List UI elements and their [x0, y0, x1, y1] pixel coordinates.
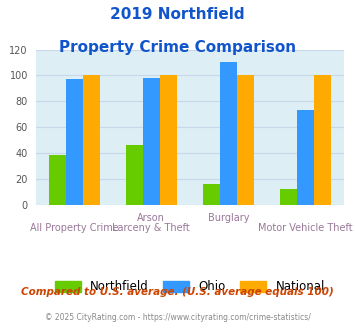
Bar — [314, 75, 331, 205]
Text: Arson: Arson — [137, 213, 165, 223]
Bar — [220, 62, 237, 205]
Text: All Property Crime: All Property Crime — [30, 223, 119, 233]
Text: 2019 Northfield: 2019 Northfield — [110, 7, 245, 21]
Bar — [126, 145, 143, 205]
Bar — [160, 75, 177, 205]
Bar — [66, 79, 83, 205]
Text: Compared to U.S. average. (U.S. average equals 100): Compared to U.S. average. (U.S. average … — [21, 287, 334, 297]
Text: © 2025 CityRating.com - https://www.cityrating.com/crime-statistics/: © 2025 CityRating.com - https://www.city… — [45, 313, 310, 322]
Bar — [203, 184, 220, 205]
Text: Larceny & Theft: Larceny & Theft — [113, 223, 190, 233]
Bar — [143, 78, 160, 205]
Bar — [280, 189, 297, 205]
Bar — [49, 155, 66, 205]
Bar — [83, 75, 100, 205]
Bar — [297, 110, 314, 205]
Text: Motor Vehicle Theft: Motor Vehicle Theft — [258, 223, 353, 233]
Text: Burglary: Burglary — [208, 213, 249, 223]
Text: Property Crime Comparison: Property Crime Comparison — [59, 40, 296, 54]
Bar — [237, 75, 254, 205]
Legend: Northfield, Ohio, National: Northfield, Ohio, National — [50, 276, 330, 298]
